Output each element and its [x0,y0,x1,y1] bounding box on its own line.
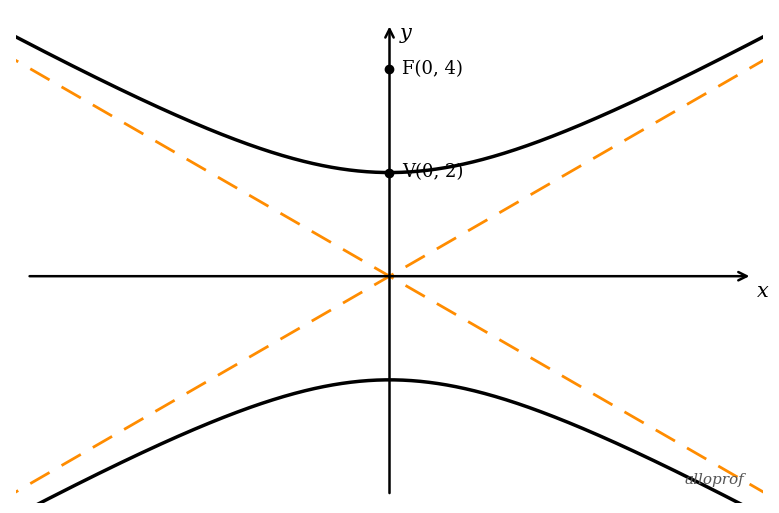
Text: x: x [757,282,769,301]
Text: F(0, 4): F(0, 4) [403,60,464,78]
Text: y: y [400,24,411,43]
Text: V(0, 2): V(0, 2) [403,164,464,182]
Text: alloprof: alloprof [685,473,745,487]
